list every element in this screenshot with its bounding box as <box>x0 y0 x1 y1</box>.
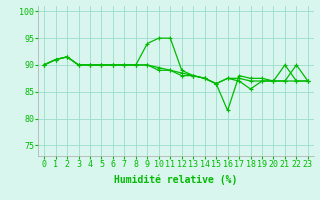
X-axis label: Humidité relative (%): Humidité relative (%) <box>114 175 238 185</box>
